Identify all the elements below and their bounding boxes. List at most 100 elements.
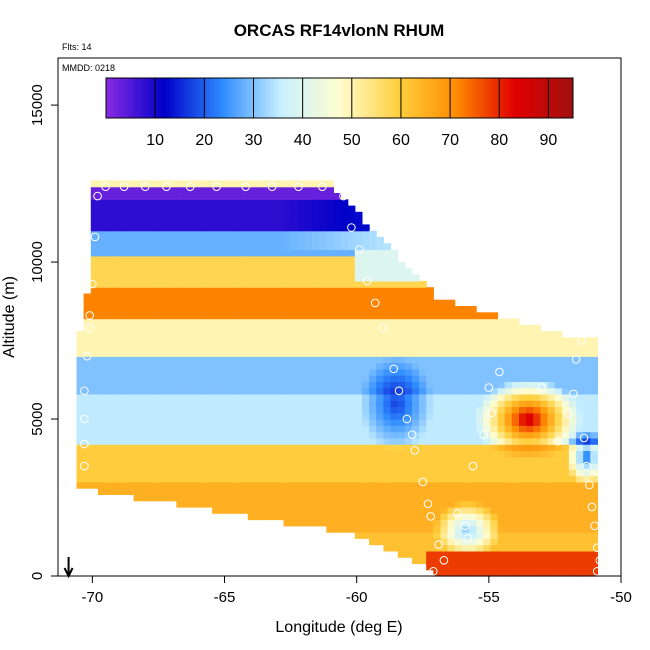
heatmap-cell (568, 500, 577, 508)
heatmap-cell (233, 450, 242, 458)
heatmap-cell (319, 274, 327, 282)
heatmap-cell (454, 563, 463, 571)
heatmap-cell (254, 255, 263, 263)
heatmap-cell (347, 519, 356, 527)
heatmap-cell (312, 437, 320, 445)
heatmap-cell (419, 362, 427, 370)
heatmap-cell (397, 456, 406, 464)
heatmap-cell (383, 506, 392, 514)
colorbar-tick-label: 50 (343, 132, 361, 149)
heatmap-cell (504, 393, 513, 401)
heatmap-cell (155, 450, 163, 458)
heatmap-cell (419, 425, 427, 433)
heatmap-cell (497, 318, 506, 326)
heatmap-cell (326, 230, 334, 238)
heatmap-cell (461, 356, 470, 364)
heatmap-cell (369, 475, 377, 483)
heatmap-cell (240, 293, 249, 301)
heatmap-cell (254, 224, 263, 232)
heatmap-cell (554, 532, 563, 539)
heatmap-cell (447, 557, 456, 565)
heatmap-cell (262, 494, 270, 502)
heatmap-cell (383, 375, 392, 382)
heatmap-cell (169, 494, 177, 502)
heatmap-cell (112, 180, 120, 188)
heatmap-cell (526, 469, 534, 477)
heatmap-cell (526, 375, 534, 382)
heatmap-cell (219, 488, 227, 495)
heatmap-cell (133, 343, 142, 351)
heatmap-cell (354, 230, 363, 238)
heatmap-cell (90, 180, 99, 188)
heatmap-cell (411, 456, 420, 464)
heatmap-cell (233, 205, 242, 213)
heatmap-cell (162, 274, 170, 282)
heatmap-cell (276, 312, 284, 320)
heatmap-cell (126, 218, 135, 225)
heatmap-cell (461, 400, 470, 408)
heatmap-cell (254, 387, 263, 395)
heatmap-cell (347, 400, 356, 408)
heatmap-cell (426, 324, 434, 332)
heatmap-cell (583, 444, 591, 451)
heatmap-cell (140, 218, 149, 225)
heatmap-cell (119, 469, 127, 477)
heatmap-cell (233, 211, 242, 219)
heatmap-cell (312, 513, 320, 521)
heatmap-cell (404, 293, 413, 301)
heatmap-cell (297, 437, 306, 445)
heatmap-cell (433, 488, 441, 495)
heatmap-cell (183, 230, 192, 238)
heatmap-cell (212, 406, 220, 414)
heatmap-cell (169, 205, 177, 213)
heatmap-cell (461, 431, 470, 439)
heatmap-cell (283, 343, 292, 351)
heatmap-cell (297, 494, 306, 502)
heatmap-cell (147, 406, 156, 414)
heatmap-cell (105, 193, 113, 200)
heatmap-cell (162, 494, 170, 502)
heatmap-cell (497, 519, 506, 527)
heatmap-cell (83, 450, 92, 458)
colorbar-segment (263, 78, 267, 118)
heatmap-cell (461, 444, 470, 451)
heatmap-cell (340, 356, 349, 364)
heatmap-cell (197, 469, 206, 477)
flight-point (495, 367, 504, 377)
heatmap-cell (297, 387, 306, 395)
heatmap-cell (133, 331, 142, 338)
heatmap-cell (433, 557, 441, 565)
heatmap-cell (469, 343, 477, 351)
heatmap-cell (269, 381, 277, 389)
heatmap-cell (233, 306, 242, 313)
heatmap-cell (354, 532, 363, 539)
heatmap-cell (568, 513, 577, 521)
heatmap-cell (397, 381, 406, 389)
heatmap-cell (254, 312, 263, 320)
heatmap-cell (226, 368, 235, 376)
heatmap-cell (312, 268, 320, 276)
heatmap-cell (440, 400, 449, 408)
heatmap-cell (561, 469, 570, 477)
heatmap-cell (290, 211, 299, 219)
heatmap-cell (540, 569, 549, 577)
heatmap-cell (197, 419, 206, 426)
heatmap-cell (240, 205, 249, 213)
flight-point (394, 386, 404, 396)
heatmap-cell (469, 387, 477, 395)
heatmap-cell (283, 186, 292, 194)
heatmap-cell (526, 563, 534, 571)
heatmap-cell (369, 375, 377, 382)
heatmap-cell (140, 381, 149, 389)
colorbar-segment (496, 78, 500, 118)
heatmap-cell (419, 412, 427, 420)
heatmap-cell (176, 186, 185, 194)
heatmap-cell (176, 444, 185, 451)
heatmap-cell (404, 274, 413, 282)
heatmap-cell (226, 180, 235, 188)
heatmap-cell (376, 456, 384, 464)
heatmap-cell (554, 563, 563, 571)
heatmap-cell (561, 488, 570, 495)
heatmap-cell (383, 312, 392, 320)
heatmap-cell (262, 387, 270, 395)
